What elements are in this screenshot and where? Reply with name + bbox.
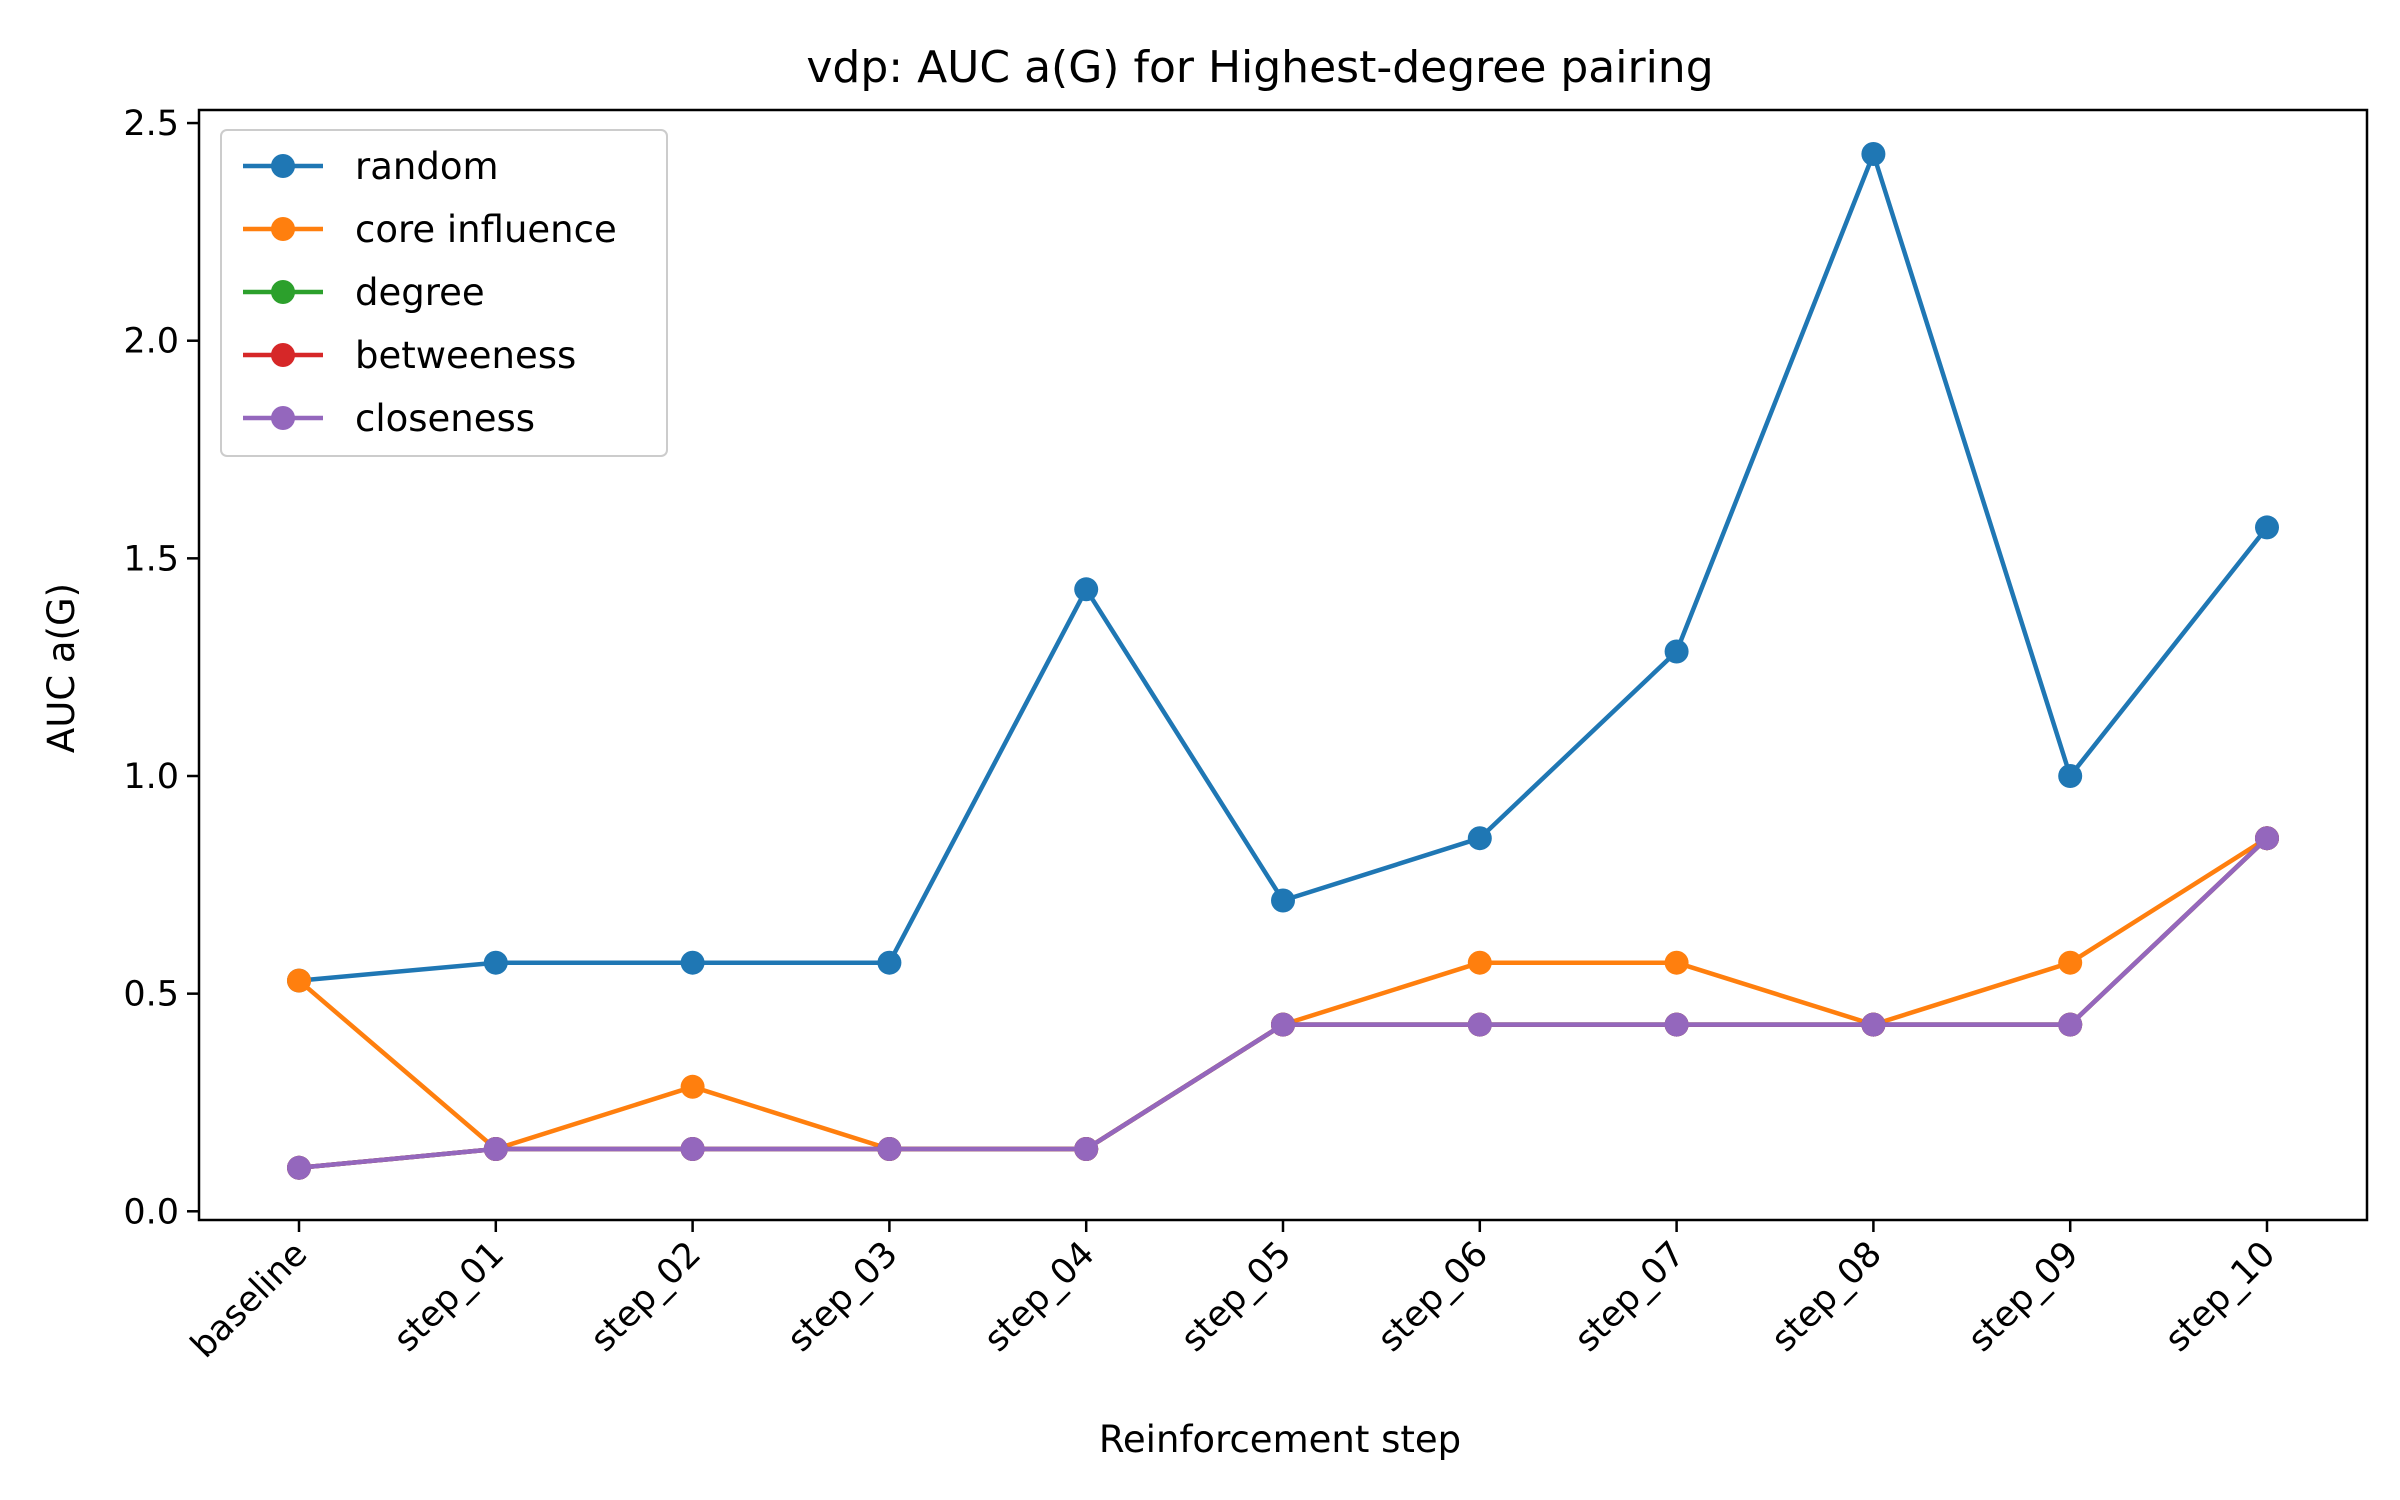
- data-point-random-step_01: [483, 950, 508, 975]
- legend-marker: [271, 406, 295, 430]
- data-point-random-step_09: [2058, 764, 2083, 788]
- series-closeness: [287, 826, 2279, 1180]
- legend-item-betweeness: betweeness: [243, 334, 576, 377]
- legend-label: degree: [355, 271, 485, 314]
- data-point-closeness-step_07: [1664, 1012, 1689, 1037]
- data-point-random-step_07: [1664, 639, 1689, 664]
- y-tick-label: 0.5: [123, 975, 179, 1015]
- legend-item-core-influence: core influence: [243, 208, 617, 251]
- legend-marker: [271, 154, 295, 178]
- data-point-random-step_10: [2255, 515, 2279, 540]
- data-point-closeness-step_08: [1861, 1012, 1886, 1037]
- y-tick-label: 0.0: [123, 1192, 179, 1232]
- data-point-core-influence-step_09: [2058, 950, 2083, 975]
- data-point-random-step_05: [1271, 888, 1295, 913]
- data-point-random-step_06: [1467, 826, 1492, 851]
- data-point-closeness-step_05: [1271, 1012, 1295, 1037]
- legend-marker: [271, 217, 295, 241]
- legend-marker: [271, 343, 295, 367]
- data-point-random-step_02: [680, 950, 705, 975]
- data-point-core-influence-step_06: [1467, 950, 1492, 975]
- legend: random core influence degree betweeness clos…: [220, 129, 668, 457]
- data-point-closeness-step_01: [483, 1137, 508, 1161]
- y-tick-label: 1.0: [123, 757, 179, 797]
- x-axis-label: Reinforcement step: [1099, 1418, 1461, 1461]
- legend-label: closeness: [355, 397, 535, 440]
- legend-box: [220, 129, 668, 457]
- data-point-closeness-step_04: [1074, 1137, 1099, 1161]
- legend-label: random: [355, 145, 499, 188]
- data-point-closeness-baseline: [287, 1155, 311, 1180]
- data-point-closeness-step_03: [877, 1137, 902, 1161]
- y-tick-label: 2.5: [123, 104, 179, 144]
- chart-title: vdp: AUC a(G) for Highest-degree pairing: [806, 42, 1713, 93]
- legend-item-closeness: closeness: [243, 397, 535, 440]
- legend-item-random: random: [243, 145, 499, 188]
- legend-item-degree: degree: [243, 271, 485, 314]
- data-point-closeness-step_09: [2058, 1012, 2083, 1037]
- data-point-closeness-step_10: [2255, 826, 2279, 851]
- data-point-closeness-step_02: [680, 1137, 705, 1161]
- data-point-random-step_08: [1861, 142, 1886, 166]
- legend-label: core influence: [355, 208, 617, 251]
- y-axis-label: AUC a(G): [40, 583, 83, 753]
- y-tick-label: 1.5: [123, 539, 179, 579]
- data-point-random-step_03: [877, 950, 902, 975]
- legend-marker: [271, 280, 295, 304]
- legend-label: betweeness: [355, 334, 576, 377]
- data-point-core-influence-step_02: [680, 1074, 705, 1099]
- data-point-random-step_04: [1074, 577, 1099, 602]
- data-point-core-influence-step_07: [1664, 950, 1689, 975]
- data-point-closeness-step_06: [1467, 1012, 1492, 1037]
- y-tick-label: 2.0: [123, 322, 179, 362]
- data-point-core-influence-baseline: [287, 968, 311, 993]
